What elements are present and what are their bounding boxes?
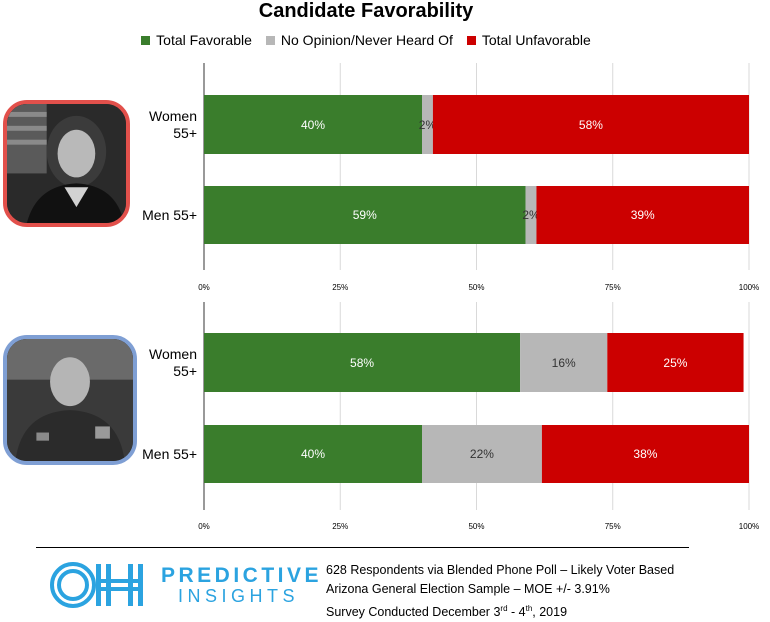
x-tick-label: 0% bbox=[198, 522, 210, 531]
footnote-line-3: Survey Conducted December 3rd - 4th, 201… bbox=[326, 599, 674, 622]
chart-title: Candidate Favorability bbox=[258, 0, 474, 22]
legend-item-unfavorable: Total Unfavorable bbox=[466, 31, 591, 49]
footnote-date-start: Survey Conducted December 3 bbox=[326, 605, 501, 620]
data-label: 22% bbox=[470, 447, 494, 461]
survey-footnote: 628 Respondents via Blended Phone Poll –… bbox=[326, 561, 674, 622]
footer-divider bbox=[36, 547, 689, 548]
x-tick-label: 100% bbox=[739, 283, 759, 292]
bar-total-favorable bbox=[204, 425, 422, 483]
category-label: Men 55+ bbox=[142, 446, 197, 462]
bar-total-unfavorable bbox=[536, 186, 749, 244]
legend-label-favorable: Total Favorable bbox=[156, 32, 252, 48]
legend-item-favorable: Total Favorable bbox=[141, 31, 252, 49]
x-tick-label: 100% bbox=[739, 522, 759, 531]
footnote-line-2: Arizona General Election Sample – MOE +/… bbox=[326, 582, 610, 596]
candidate-photo-woman bbox=[3, 100, 130, 227]
footnote-sup-th: th bbox=[525, 604, 533, 613]
footnote-date-mid: - 4 bbox=[507, 605, 526, 620]
logo-wordmark-predictive: PREDICTIVE bbox=[161, 564, 323, 587]
legend-swatch-favorable bbox=[141, 35, 151, 45]
bar-total-unfavorable bbox=[541, 425, 749, 483]
data-label: 2% bbox=[419, 118, 437, 132]
category-label: Men 55+ bbox=[142, 207, 197, 223]
bar-total-favorable bbox=[204, 186, 526, 244]
category-label-line2: 55+ bbox=[173, 125, 197, 141]
footnote-sup-rd: rd bbox=[500, 604, 508, 613]
bar-total-unfavorable bbox=[432, 95, 749, 154]
legend-item-no-opinion: No Opinion/Never Heard Of bbox=[265, 31, 453, 49]
data-label: 2% bbox=[522, 208, 540, 222]
bar-no-opinion-never-heard-of bbox=[422, 95, 433, 154]
data-label: 40% bbox=[301, 118, 325, 132]
bar-total-favorable bbox=[204, 333, 521, 392]
data-label: 58% bbox=[579, 118, 603, 132]
oh-logo-icon bbox=[50, 562, 143, 608]
footnote-line-1: 628 Respondents via Blended Phone Poll –… bbox=[326, 563, 675, 577]
x-tick-label: 25% bbox=[332, 283, 348, 292]
x-tick-label: 75% bbox=[605, 283, 621, 292]
x-tick-label: 50% bbox=[468, 283, 484, 292]
man-portrait-icon bbox=[7, 339, 133, 461]
x-tick-label: 25% bbox=[332, 522, 348, 531]
bar-no-opinion-never-heard-of bbox=[422, 425, 542, 483]
data-label: 39% bbox=[631, 208, 655, 222]
legend-swatch-no-opinion bbox=[265, 35, 275, 45]
category-label-line1: Women bbox=[149, 346, 197, 362]
bar-no-opinion-never-heard-of bbox=[520, 333, 608, 392]
data-label: 58% bbox=[350, 356, 374, 370]
x-tick-label: 75% bbox=[605, 522, 621, 531]
x-tick-label: 0% bbox=[198, 283, 210, 292]
category-label-line2: 55+ bbox=[173, 363, 197, 379]
category-label-line1: Women bbox=[149, 108, 197, 124]
bar-total-favorable bbox=[204, 95, 422, 154]
data-label: 40% bbox=[301, 447, 325, 461]
data-label: 59% bbox=[353, 208, 377, 222]
legend-swatch-unfavorable bbox=[466, 35, 476, 45]
legend: Total Favorable No Opinion/Never Heard O… bbox=[0, 31, 732, 49]
candidate-photo-man bbox=[3, 335, 137, 465]
x-tick-label: 50% bbox=[468, 522, 484, 531]
data-label: 25% bbox=[663, 356, 687, 370]
legend-label-no-opinion: No Opinion/Never Heard Of bbox=[280, 32, 453, 48]
bar-no-opinion-never-heard-of bbox=[525, 186, 537, 244]
data-label: 16% bbox=[552, 356, 576, 370]
logo-wordmark-insights: INSIGHTS bbox=[178, 586, 300, 606]
bar-total-unfavorable bbox=[607, 333, 744, 392]
predictive-insights-logo: PREDICTIVE INSIGHTS bbox=[48, 556, 328, 616]
data-label: 38% bbox=[633, 447, 657, 461]
legend-label-unfavorable: Total Unfavorable bbox=[481, 32, 591, 48]
woman-portrait-icon bbox=[7, 104, 126, 223]
footnote-date-end: , 2019 bbox=[532, 605, 568, 620]
